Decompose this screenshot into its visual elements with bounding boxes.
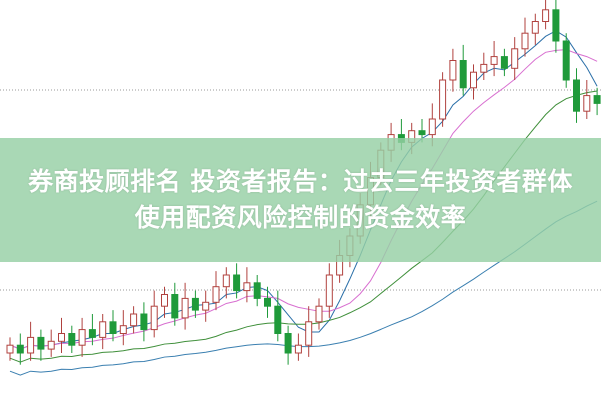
candle-body (47, 340, 55, 350)
candle-body (542, 9, 550, 22)
candle-body (37, 336, 45, 350)
candle-body (418, 130, 426, 136)
candle-body (511, 48, 519, 69)
candle-body (274, 305, 282, 335)
candle-body (58, 333, 65, 342)
candle-body (243, 282, 251, 292)
candle-body (119, 325, 127, 335)
candle-body (470, 71, 477, 89)
candle-body (593, 95, 601, 104)
candle-body (140, 313, 148, 331)
candle-body (428, 118, 436, 136)
candle-body (264, 297, 271, 307)
candle-body (449, 60, 457, 81)
candle-body (294, 344, 302, 354)
headline-line-1: 券商投顾排名 投资者报告：过去三年投资者群体 (28, 167, 573, 196)
candle-body (27, 336, 35, 354)
candle-body (531, 21, 539, 34)
candle-body (68, 333, 76, 346)
candle-body (6, 344, 14, 354)
moving-average-line (9, 49, 598, 350)
candle-body (500, 56, 508, 69)
candle-body (552, 9, 560, 42)
moving-average-line (9, 30, 598, 350)
headline-line-2: 使用配资风险控制的资金效率 (134, 203, 467, 232)
candle-body (521, 32, 529, 50)
candle-body (583, 95, 591, 112)
candle-body (439, 79, 447, 120)
candle-body (315, 305, 323, 323)
candle-body (99, 321, 107, 338)
candle-body (171, 294, 179, 319)
candle-body (212, 286, 220, 303)
candle-body (161, 294, 168, 307)
candle-body (130, 313, 138, 327)
candle-body (202, 301, 210, 311)
candle-body (88, 329, 96, 338)
candle-body (191, 297, 199, 311)
candle-body (233, 274, 241, 292)
candle-body (284, 333, 292, 354)
candle-body (222, 274, 230, 288)
candle-body (562, 40, 570, 81)
candle-body (480, 63, 488, 73)
candle-body (490, 56, 498, 65)
candle-body (253, 282, 261, 299)
candle-body (305, 321, 313, 346)
candle-body (181, 297, 189, 319)
candle-body (150, 305, 158, 331)
candle-body (16, 344, 24, 354)
candle-body (109, 321, 117, 334)
candle-body (325, 274, 333, 307)
candle-body (459, 60, 467, 89)
candle-body (573, 79, 580, 112)
headline-banner: 券商投顾排名 投资者报告：过去三年投资者群体 使用配资风险控制的资金效率 (0, 138, 601, 262)
candle-body (78, 329, 86, 346)
